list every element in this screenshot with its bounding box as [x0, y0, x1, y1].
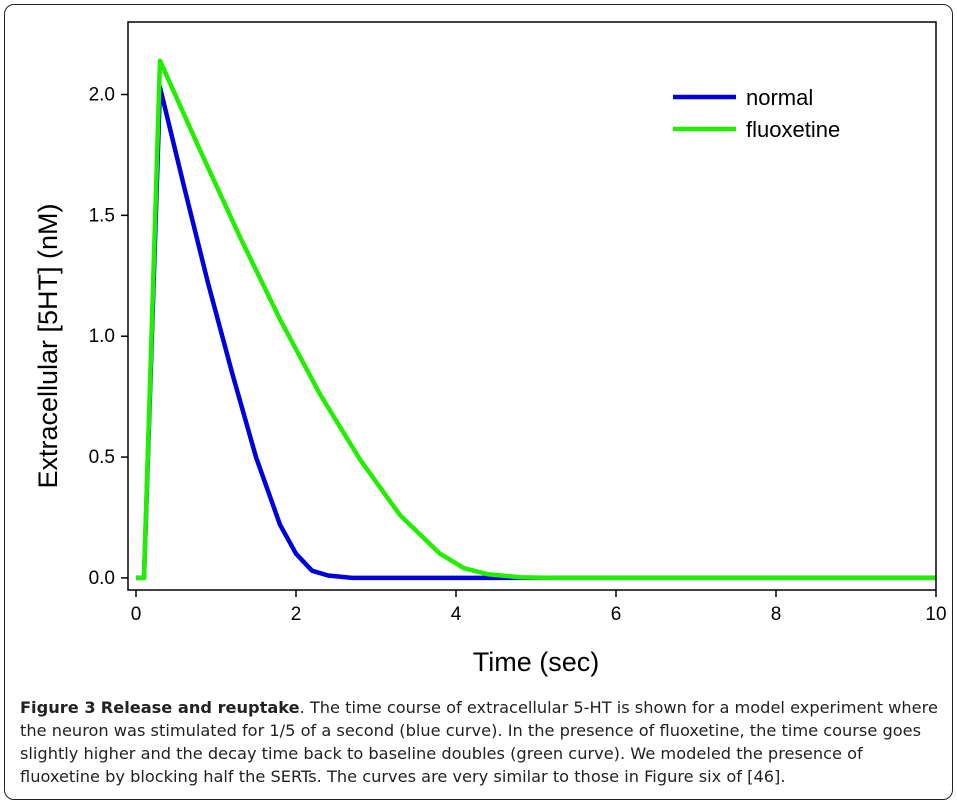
plot-layer: 0 2 4 6 8 10 0.0 0.5 1.0 1.5 2.0 normal fluoxetine [89, 21, 947, 625]
series-line-fluoxetine [136, 58, 936, 581]
x-tick-label: 2 [291, 604, 302, 625]
figure-title: Release and reuptake [100, 698, 300, 717]
x-tick-label: 10 [925, 604, 946, 625]
line-chart: 0 2 4 6 8 10 0.0 0.5 1.0 1.5 2.0 normal fluoxetine T… [33, 21, 947, 677]
x-tick-label: 0 [131, 604, 142, 625]
y-tick-label: 1.0 [89, 326, 115, 347]
series-line-normal [136, 85, 936, 581]
figure-label: Figure 3 [20, 698, 96, 717]
x-tick-label: 4 [451, 604, 462, 625]
y-tick-label: 1.5 [89, 205, 115, 226]
caption-text: . The time course of extracellular 5-HT … [20, 698, 938, 786]
y-axis-title: Extracellular [5HT] (nM) [33, 203, 63, 488]
figure-caption: Figure 3 Release and reuptake. The time … [20, 696, 945, 788]
figure-frame [4, 4, 953, 800]
legend-label-normal: normal [746, 85, 813, 110]
y-tick-label: 2.0 [89, 85, 115, 106]
plot-frame [127, 21, 937, 591]
legend-label-fluoxetine: fluoxetine [746, 117, 840, 142]
x-tick-label: 6 [611, 604, 622, 625]
y-tick-label: 0.0 [89, 568, 115, 589]
y-tick-label: 0.5 [89, 447, 115, 468]
x-axis-title: Time (sec) [473, 647, 600, 677]
x-tick-label: 8 [771, 604, 782, 625]
